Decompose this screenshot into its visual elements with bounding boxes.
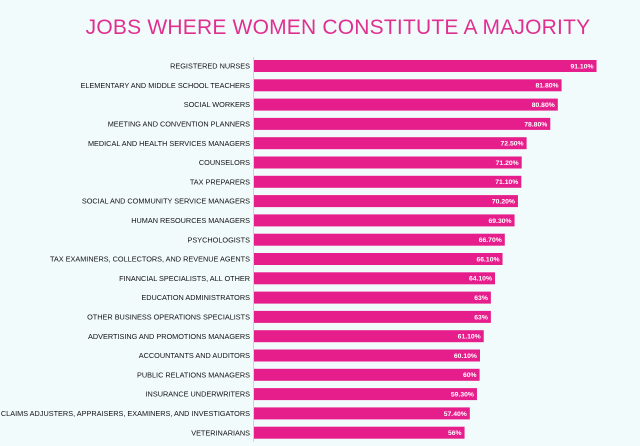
category-label: HUMAN RESOURCES MANAGERS <box>131 216 250 225</box>
value-label: 60% <box>463 372 477 379</box>
bar <box>254 253 503 265</box>
value-label: 63% <box>474 314 488 321</box>
value-label: 56% <box>448 430 462 437</box>
value-label: 78.80% <box>524 121 547 128</box>
bar <box>254 388 477 401</box>
bar <box>254 195 518 208</box>
bar <box>254 349 480 362</box>
bar <box>254 407 470 420</box>
value-label: 71.10% <box>495 179 518 186</box>
value-label: 81.80% <box>536 83 559 90</box>
value-label: 71.20% <box>496 160 519 167</box>
value-label: 61.10% <box>458 334 481 341</box>
value-label: 70.20% <box>492 199 515 206</box>
category-label: MEETING AND CONVENTION PLANNERS <box>108 120 250 129</box>
bar <box>254 137 527 150</box>
bar <box>254 175 522 188</box>
bar <box>254 272 496 285</box>
bar <box>254 98 558 111</box>
value-label: 66.10% <box>476 256 499 263</box>
chart-title: JOBS WHERE WOMEN CONSTITUTE A MAJORITY <box>85 16 591 39</box>
category-label: SOCIAL AND COMMUNITY SERVICE MANAGERS <box>82 197 250 206</box>
bar <box>254 60 597 72</box>
category-label: ACCOUNTANTS AND AUDITORS <box>139 351 250 360</box>
value-label: 91.10% <box>570 63 593 70</box>
category-label: ADVERTISING AND PROMOTIONS MANAGERS <box>88 332 250 341</box>
category-label: VETERINARIANS <box>191 428 250 437</box>
value-label: 63% <box>474 295 488 302</box>
bar <box>254 156 522 169</box>
bar <box>254 426 465 439</box>
bar <box>254 368 480 381</box>
category-label: TAX EXAMINERS, COLLECTORS, AND REVENUE A… <box>50 255 250 264</box>
category-label: TAX PREPARERS <box>190 177 250 186</box>
category-label: CLAIMS ADJUSTERS, APPRAISERS, EXAMINERS,… <box>1 409 250 418</box>
bar <box>254 79 562 92</box>
bars-group: REGISTERED NURSES 91.10% ELEMENTARY AND MI… <box>1 60 597 439</box>
category-label: SOCIAL WORKERS <box>184 100 250 109</box>
value-label: 59.30% <box>451 392 474 399</box>
category-label: INSURANCE UNDERWRITERS <box>146 390 251 399</box>
category-label: PUBLIC RELATIONS MANAGERS <box>137 370 250 379</box>
value-label: 60.10% <box>454 353 477 360</box>
bar <box>254 330 484 343</box>
bar <box>254 117 551 130</box>
category-label: OTHER BUSINESS OPERATIONS SPECIALISTS <box>87 313 250 322</box>
value-label: 57.40% <box>444 411 467 418</box>
bar <box>254 233 505 246</box>
value-label: 64.10% <box>469 276 492 283</box>
category-label: ELEMENTARY AND MIDDLE SCHOOL TEACHERS <box>81 81 251 90</box>
category-label: REGISTERED NURSES <box>170 62 250 71</box>
category-label: FINANCIAL SPECIALISTS, ALL OTHER <box>119 274 250 283</box>
bar <box>254 310 491 323</box>
bar <box>254 291 491 304</box>
category-label: PSYCHOLOGISTS <box>188 235 251 244</box>
value-label: 72.50% <box>501 141 524 148</box>
value-label: 69.30% <box>489 218 512 225</box>
value-label: 80.80% <box>532 102 555 109</box>
value-label: 66.70% <box>479 237 502 244</box>
category-label: MEDICAL AND HEALTH SERVICES MANAGERS <box>88 139 250 148</box>
category-label: EDUCATION ADMINISTRATORS <box>141 293 250 302</box>
bar <box>254 214 515 227</box>
category-label: COUNSELORS <box>199 158 250 167</box>
